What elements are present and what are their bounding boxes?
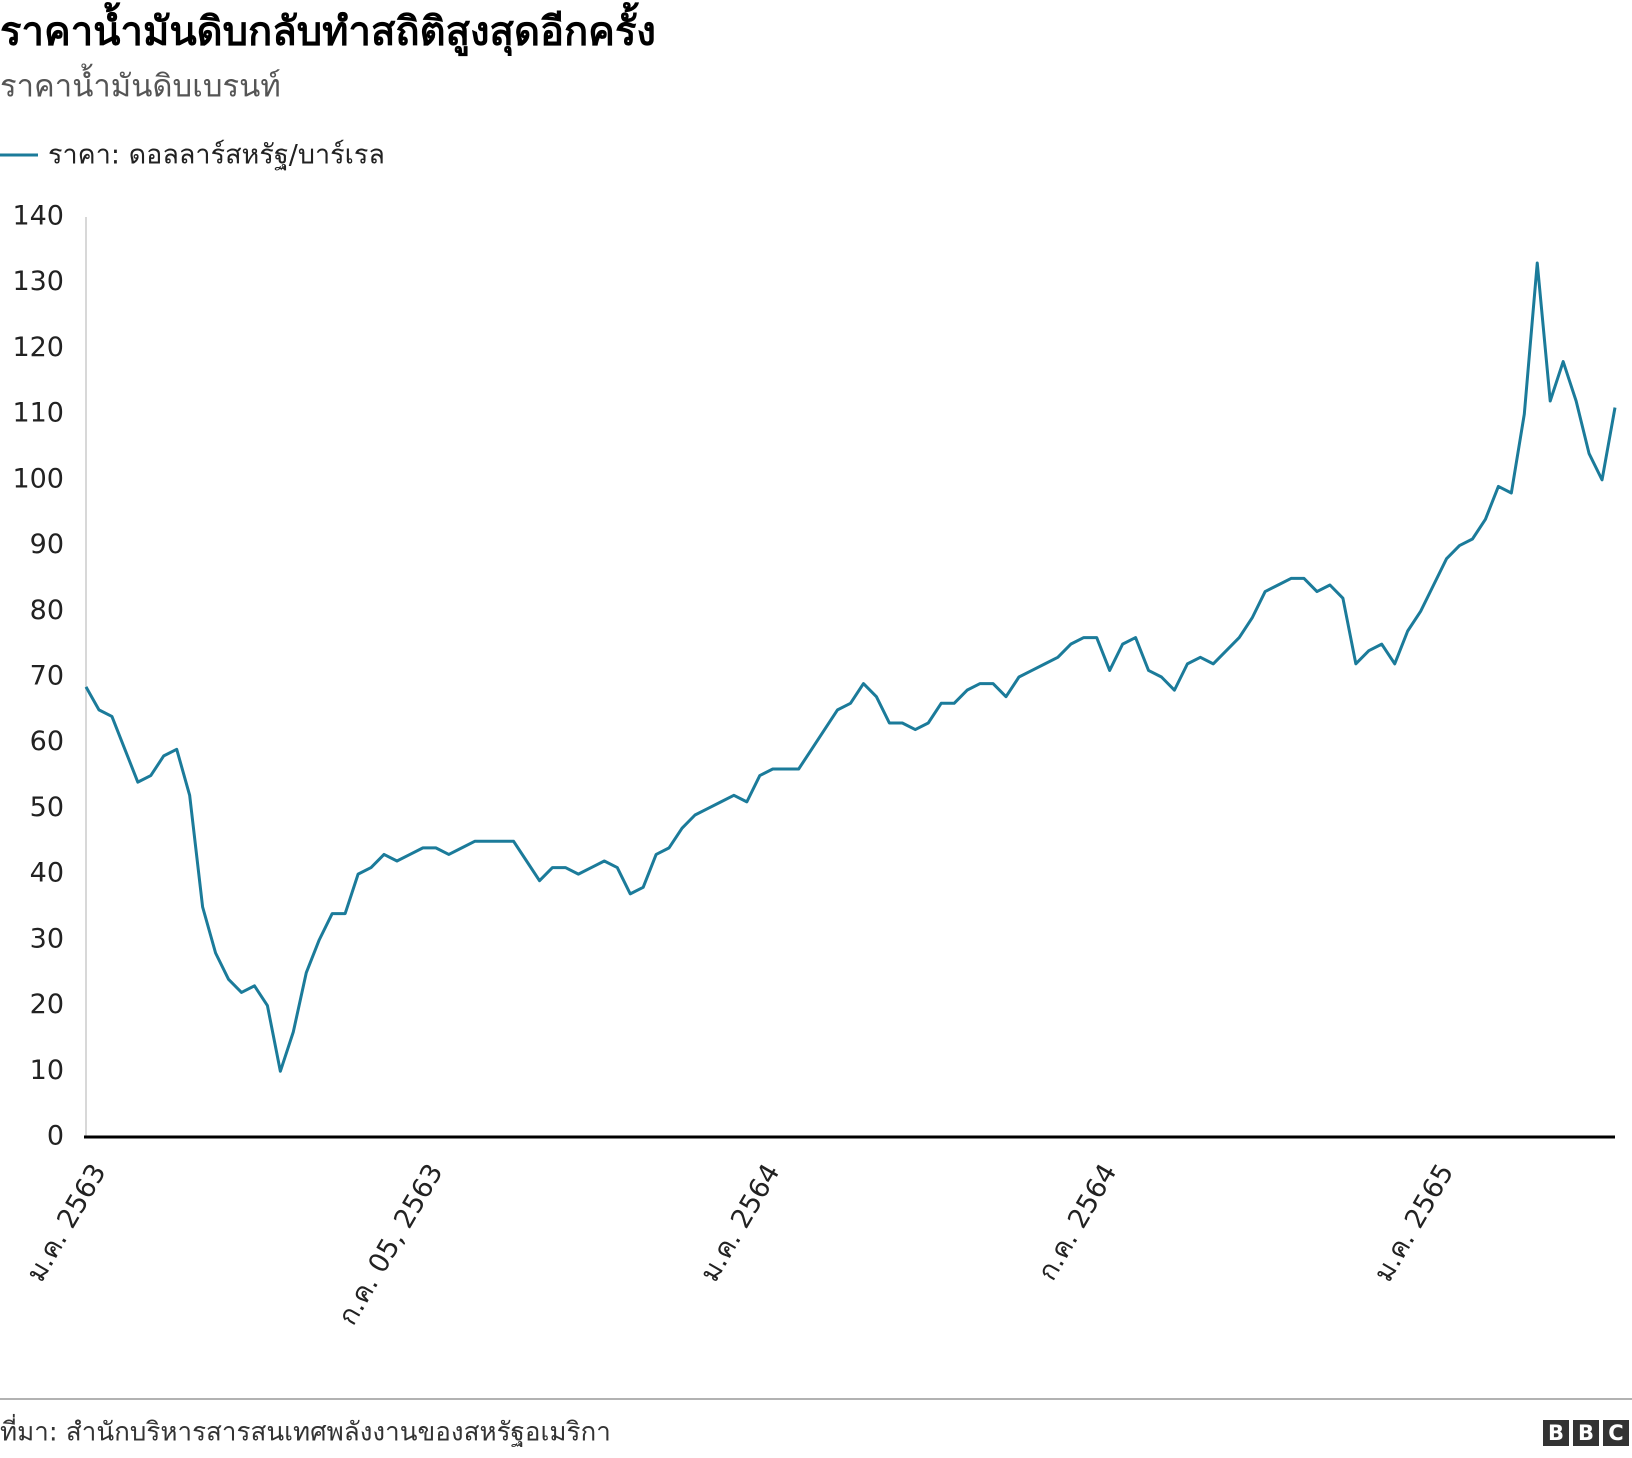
x-tick-label: ม.ค. 2563 [21, 1159, 113, 1287]
y-tick-label: 130 [12, 266, 64, 297]
y-tick-label: 120 [12, 332, 64, 363]
y-tick-label: 80 [30, 595, 64, 626]
source: ที่มา: สำนักบริหารสารสนเทศพลังงานของสหรั… [0, 1414, 611, 1448]
y-tick-label: 30 [30, 923, 64, 954]
logo-letter: B [1548, 1421, 1564, 1445]
y-tick-label: 90 [30, 529, 64, 560]
y-tick-label: 20 [30, 989, 64, 1020]
y-tick-label: 40 [30, 858, 64, 889]
legend-label: ราคา: ดอลลาร์สหรัฐ/บาร์เรล [48, 139, 385, 171]
chart-subtitle: ราคาน้ำมันดิบเบรนท์ [0, 64, 281, 105]
y-tick-label: 0 [47, 1121, 64, 1152]
x-tick-label: ก.ค. 2564 [1032, 1159, 1123, 1286]
logo-letter: B [1578, 1421, 1594, 1445]
y-tick-label: 100 [12, 463, 64, 494]
logo-box [1573, 1420, 1599, 1446]
logo-letter: C [1608, 1421, 1623, 1445]
x-tick-label: ม.ค. 2564 [694, 1159, 786, 1287]
y-tick-label: 10 [30, 1055, 64, 1086]
logo-box [1543, 1420, 1569, 1446]
y-tick-label: 140 [12, 201, 64, 232]
y-tick-label: 60 [30, 726, 64, 757]
chart-title: ราคาน้ำมันดิบกลับทำสถิติสูงสุดอีกครั้ง [0, 2, 656, 57]
logo-box [1603, 1420, 1629, 1446]
y-tick-label: 110 [12, 398, 64, 429]
y-tick-label: 50 [30, 792, 64, 823]
x-tick-label: ก.ค. 05, 2563 [332, 1159, 449, 1331]
x-tick-label: ม.ค. 2565 [1368, 1159, 1460, 1287]
y-tick-label: 70 [30, 661, 64, 692]
price-line [84, 261, 1617, 1073]
